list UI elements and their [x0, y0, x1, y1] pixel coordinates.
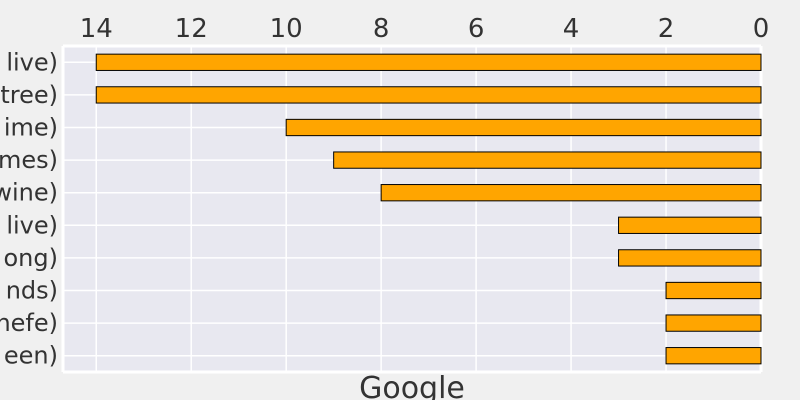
bar [95, 86, 762, 104]
x-tick-label: 12 [175, 14, 208, 44]
category-label: wine) [0, 179, 58, 207]
x-tick-label: 6 [468, 14, 485, 44]
bar [618, 216, 762, 234]
category-labels: live) tree) ime) mes) wine) live) ong) nds) hefe… [0, 48, 58, 369]
x-tick-label: 0 [753, 14, 770, 44]
bar [665, 347, 762, 365]
category-label: ime) [4, 114, 58, 142]
bar [665, 314, 762, 332]
bar [285, 118, 762, 137]
x-tick-label: 4 [563, 14, 580, 44]
x-axis-title: Google [359, 371, 465, 400]
category-label: hefe) [0, 309, 58, 337]
bars [95, 53, 762, 365]
category-label: live) [6, 211, 58, 239]
x-tick-label: 10 [270, 14, 303, 44]
category-label: live) [6, 48, 58, 76]
x-tick-labels: 14 12 10 8 6 4 2 0 [80, 14, 770, 44]
x-tick-label: 14 [80, 14, 113, 44]
bar [665, 281, 762, 300]
bar [333, 151, 762, 169]
bar [380, 184, 762, 202]
bar [618, 249, 762, 267]
category-label: mes) [0, 146, 58, 174]
category-label: een) [4, 342, 58, 370]
category-label: ong) [4, 244, 59, 272]
x-tick-label: 2 [658, 14, 675, 44]
category-label: tree) [0, 81, 58, 109]
category-label: nds) [6, 277, 58, 305]
x-tick-label: 8 [373, 14, 390, 44]
bar [95, 53, 762, 71]
